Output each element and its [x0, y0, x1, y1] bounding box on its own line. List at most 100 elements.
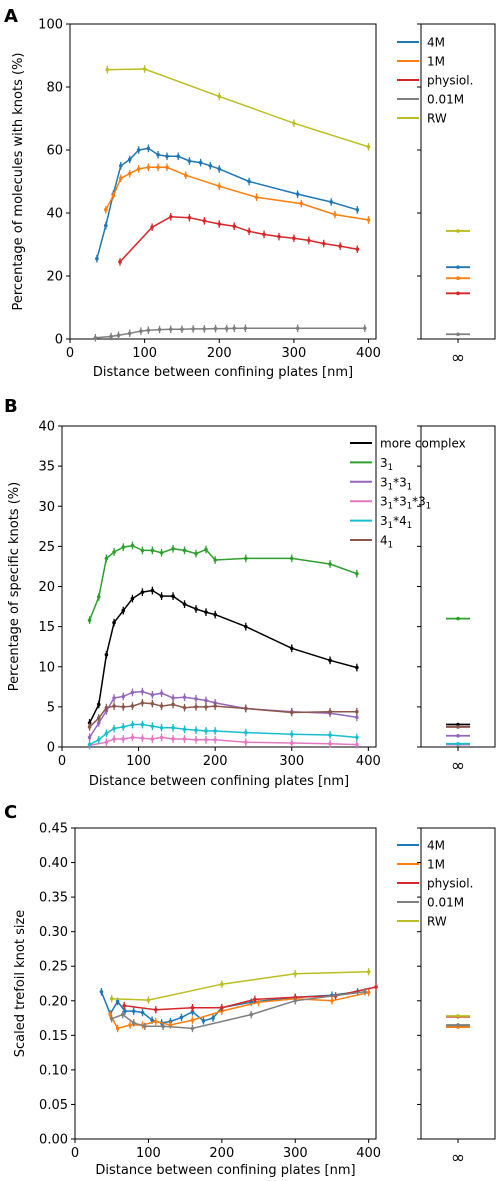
data-point: [182, 602, 187, 606]
data-point: [213, 704, 217, 708]
data-point: [179, 1015, 184, 1020]
data-point: [109, 334, 113, 339]
data-point: [321, 241, 326, 246]
data-point: [165, 154, 169, 159]
data-point: [121, 694, 126, 699]
series-line: [105, 166, 369, 221]
data-point: [202, 327, 207, 331]
series-line: [119, 216, 358, 263]
data-point: [96, 721, 101, 725]
legend-entry: RW: [427, 112, 447, 126]
y-tick-label: 0.30: [39, 925, 68, 940]
data-point: [204, 547, 208, 552]
infinity-label: ∞: [451, 756, 465, 776]
series-line: [88, 690, 358, 738]
data-point: [146, 165, 151, 170]
infinity-point: [456, 741, 460, 746]
data-point: [355, 709, 359, 714]
y-tick-label: 10: [38, 660, 55, 675]
y-tick-label: 0: [47, 741, 55, 756]
data-point: [140, 590, 145, 594]
series-line: [124, 986, 377, 1011]
plot-frame: [69, 23, 377, 340]
data-point: [217, 184, 222, 189]
data-point: [355, 571, 359, 576]
data-point: [161, 1024, 165, 1029]
y-tick-label: 0: [55, 333, 63, 348]
data-point: [131, 1021, 136, 1025]
y-tick-label: 40: [46, 207, 63, 222]
infinity-point: [456, 1023, 460, 1027]
y-tick-label: 100: [38, 18, 63, 33]
series-0-01m: [109, 988, 470, 1033]
data-point: [150, 1018, 154, 1022]
series-physiol-: [118, 213, 470, 296]
infinity-point: [456, 733, 460, 738]
x-tick-label: 100: [136, 1146, 161, 1161]
data-point: [328, 733, 332, 737]
infinity-point: [456, 1014, 460, 1018]
data-point: [292, 121, 296, 126]
y-axis-label: Scaled trefoil knot size: [13, 910, 28, 1058]
data-point: [122, 1003, 126, 1008]
data-point: [140, 701, 145, 705]
data-point: [363, 326, 367, 331]
y-tick-label: 0.45: [39, 822, 68, 837]
data-point: [171, 737, 175, 741]
series-line: [89, 723, 357, 746]
data-point: [183, 173, 188, 177]
infinity-point: [456, 616, 460, 621]
data-point: [96, 737, 101, 742]
x-axis-label: Distance between confining plates [nm]: [89, 774, 349, 789]
data-point: [146, 998, 151, 1002]
data-point: [247, 229, 251, 234]
data-point: [168, 327, 173, 332]
series-line: [89, 702, 357, 728]
data-point: [204, 698, 208, 703]
series-rw: [105, 65, 470, 233]
data-point: [121, 725, 126, 729]
y-tick-label: 0.05: [39, 1098, 68, 1113]
data-point: [140, 1010, 145, 1015]
legend-entry: 31*31: [380, 475, 412, 492]
data-point: [150, 225, 154, 229]
data-point: [168, 1023, 173, 1027]
data-point: [171, 702, 175, 707]
data-point: [150, 724, 155, 728]
data-point: [93, 335, 98, 340]
data-point: [182, 737, 187, 741]
data-point: [293, 998, 298, 1003]
data-point: [232, 224, 236, 229]
data-point: [194, 607, 198, 611]
data-point: [328, 658, 332, 663]
data-point: [220, 982, 224, 986]
data-point: [213, 326, 218, 331]
legend-entry: physiol.: [427, 877, 473, 891]
data-point: [112, 726, 116, 731]
data-point: [140, 722, 145, 727]
series-line: [88, 544, 358, 621]
data-point: [194, 551, 198, 556]
data-point: [244, 730, 248, 735]
y-tick-label: 0.40: [39, 856, 68, 871]
infinity-label: ∞: [451, 1148, 465, 1168]
data-point: [96, 595, 101, 599]
data-point: [224, 326, 229, 331]
y-tick-label: 40: [38, 420, 55, 435]
data-point: [262, 232, 266, 237]
y-tick-label: 15: [38, 620, 55, 635]
data-point: [118, 260, 122, 264]
data-point: [150, 701, 155, 706]
y-tick-label: 0.10: [39, 1063, 68, 1078]
x-tick-label: 0: [66, 346, 74, 361]
data-point: [128, 1023, 132, 1027]
data-point: [118, 163, 123, 168]
y-tick-label: 25: [38, 540, 55, 555]
data-point: [168, 214, 173, 219]
data-point: [112, 550, 116, 554]
y-tick-label: 0.35: [39, 891, 68, 906]
data-point: [299, 201, 304, 206]
data-point: [194, 728, 198, 732]
data-point: [249, 1012, 253, 1017]
